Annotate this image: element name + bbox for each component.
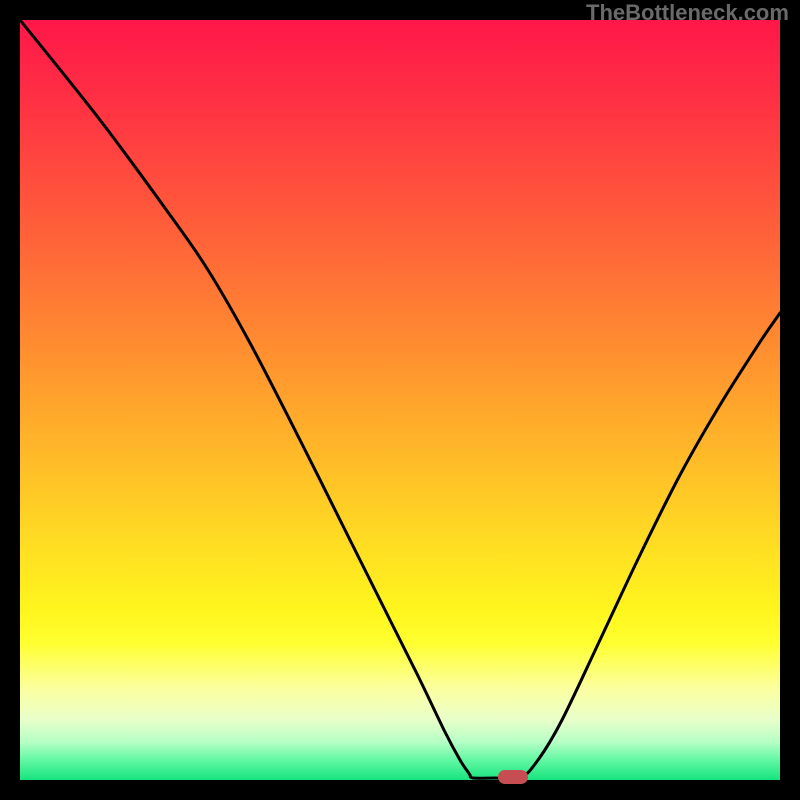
watermark-text: TheBottleneck.com — [586, 0, 789, 26]
bottleneck-curve — [20, 20, 780, 780]
chart-container: TheBottleneck.com — [0, 0, 800, 800]
optimum-marker — [498, 770, 528, 784]
plot-area — [20, 20, 780, 780]
